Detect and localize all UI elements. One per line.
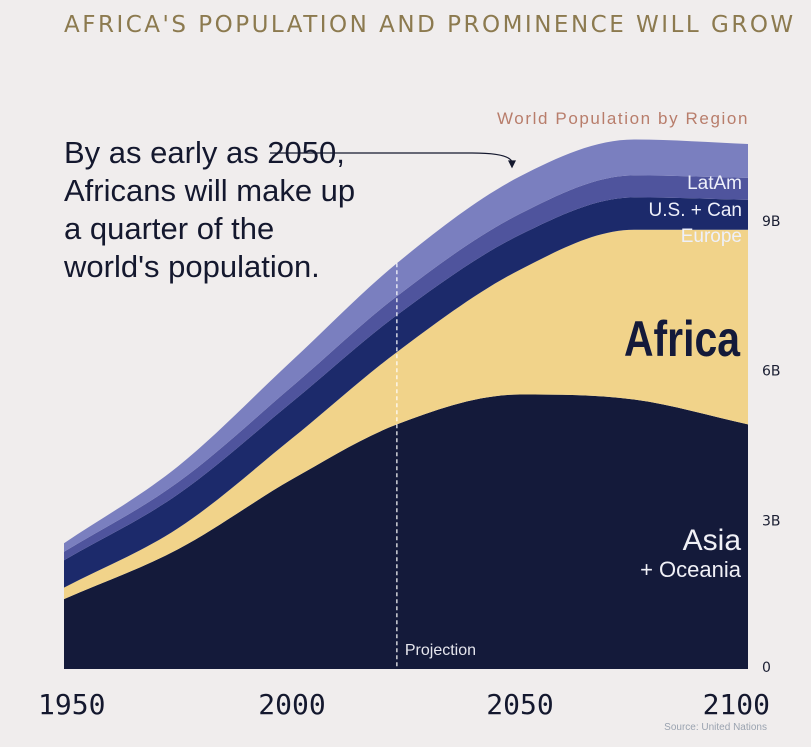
label-oceania: + Oceania — [640, 557, 742, 582]
area-layers — [64, 139, 748, 669]
label-us-can: U.S. + Can — [649, 200, 742, 221]
callout-arrowhead-icon — [508, 160, 516, 169]
label-africa: Africa — [624, 311, 741, 367]
label-europe: Europe — [681, 226, 742, 247]
callout-text: By as early as 2050, Africans will make … — [64, 135, 356, 284]
y-tick-label: 0 — [762, 660, 771, 676]
area-latam — [64, 139, 748, 552]
y-axis-ticks: 0 3B 6B 9B — [762, 214, 781, 676]
headline: AFRICA'S POPULATION AND PROMINENCE WILL … — [64, 12, 796, 38]
x-tick-label: 2100 — [703, 688, 770, 721]
source-note: Source: United Nations — [664, 722, 767, 733]
area-africa — [64, 229, 748, 600]
y-tick-label: 6B — [762, 364, 781, 380]
label-asia: Asia — [683, 524, 742, 557]
x-tick-label: 2050 — [486, 688, 553, 721]
y-tick-label: 3B — [762, 513, 781, 529]
chart-title: World Population by Region — [496, 109, 749, 128]
x-tick-label: 1950 — [38, 688, 105, 721]
area-europe — [64, 197, 748, 588]
x-tick-label: 2000 — [258, 688, 325, 721]
y-tick-label: 9B — [762, 214, 781, 230]
x-axis-ticks: 1950 2000 2050 2100 — [38, 688, 770, 721]
area-asia-oceania — [64, 394, 748, 669]
label-latam: LatAm — [687, 173, 742, 194]
region-labels: LatAm U.S. + Can Europe Africa Asia+ Oceania — [624, 173, 742, 582]
projection-label: Projection — [405, 642, 476, 659]
callout-arrow — [270, 152, 513, 163]
area-us-can — [64, 175, 748, 561]
